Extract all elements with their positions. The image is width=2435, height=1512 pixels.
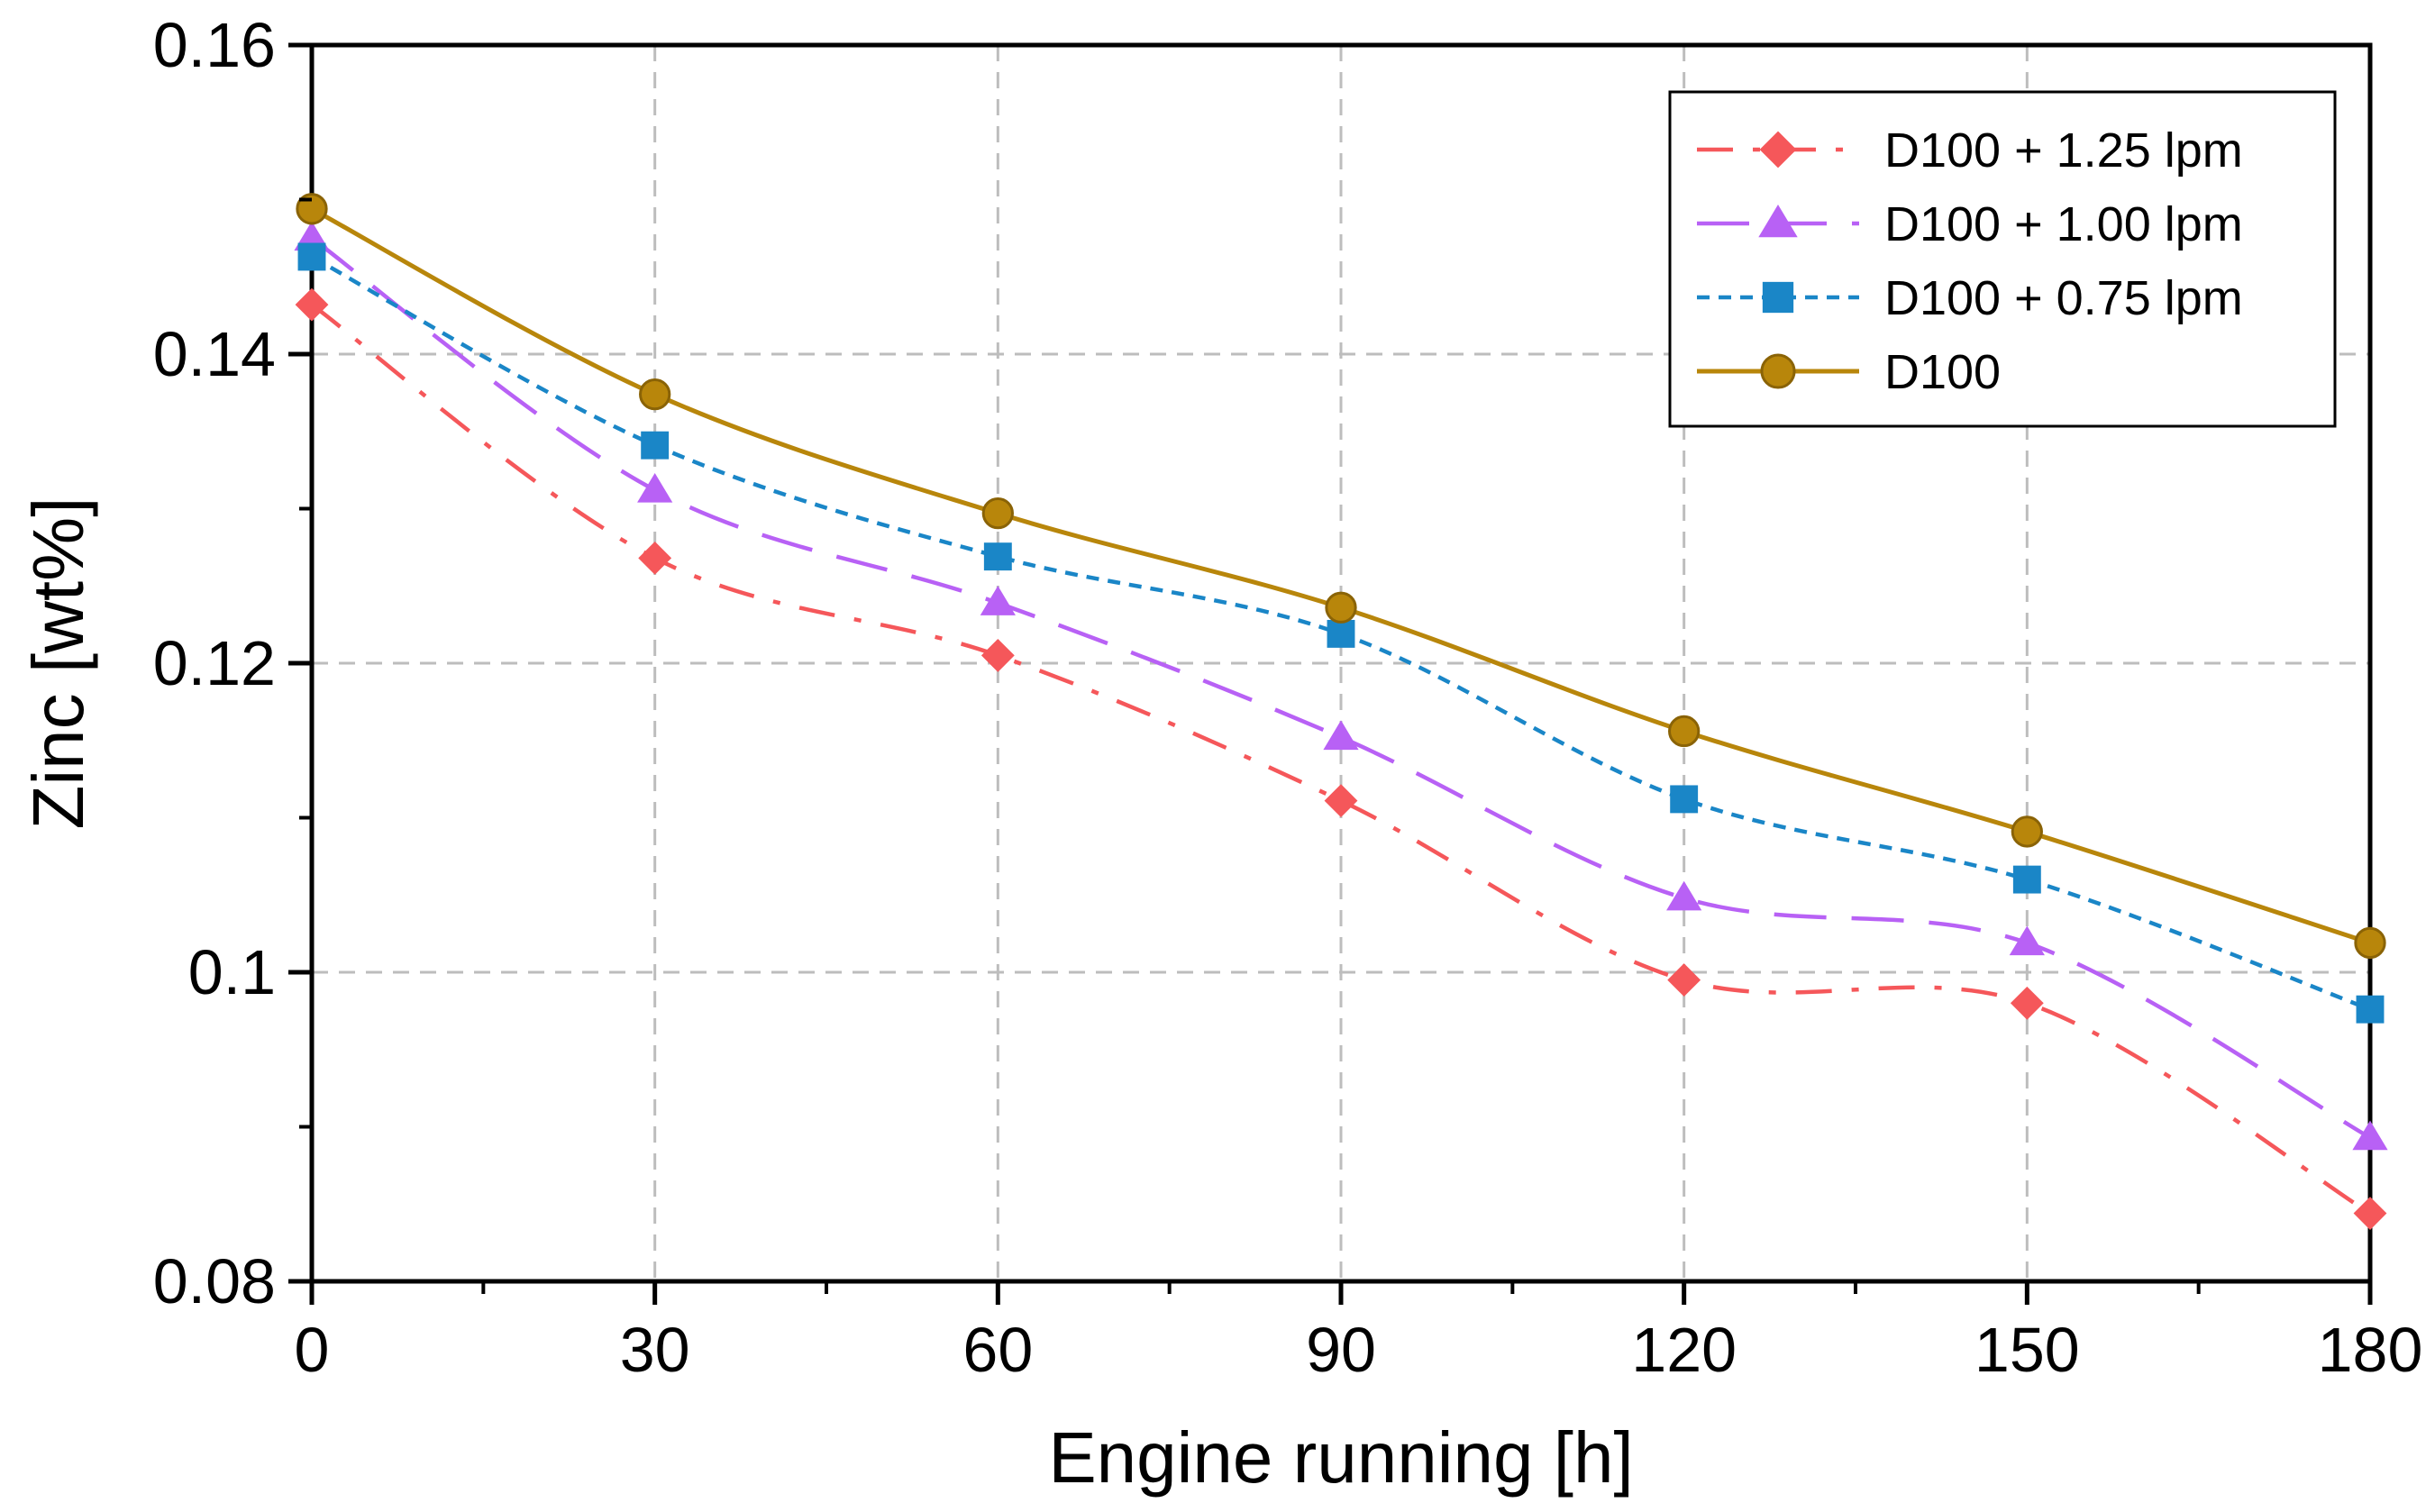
y-tick-label: 0.08 (153, 1246, 276, 1316)
data-point-s3-5 (2011, 815, 2043, 848)
data-point-s2-6 (2356, 995, 2385, 1024)
data-point-s0-0 (295, 287, 329, 322)
legend-marker-1 (1758, 205, 1798, 238)
data-point-s2-2 (983, 542, 1012, 571)
x-tick-label: 90 (1306, 1315, 1376, 1385)
data-point-s2-1 (641, 431, 670, 460)
legend-label-0: D100 + 1.25 lpm (1884, 123, 2243, 178)
x-tick-label: 120 (1631, 1315, 1737, 1385)
legend-marker-2 (1762, 281, 1794, 314)
data-point-s1-4 (1666, 880, 1702, 911)
x-axis-ticks: 0 30 60 90 120 150 180 (295, 1281, 2423, 1385)
data-point-s0-4 (1667, 963, 1701, 997)
y-tick-label: 0.1 (188, 937, 276, 1007)
data-point-s1-3 (1323, 720, 1359, 751)
data-point-s1-1 (637, 472, 673, 503)
data-point-s0-6 (2353, 1197, 2387, 1230)
x-axis-title: Engine running [h] (1048, 1417, 1633, 1498)
data-point-s0-5 (2010, 986, 2044, 1020)
data-point-s2-5 (2012, 865, 2041, 894)
x-tick-label: 180 (2318, 1315, 2423, 1385)
data-point-s2-0 (297, 242, 326, 271)
data-point-s1-5 (2009, 925, 2045, 956)
data-point-s3-2 (981, 496, 1014, 530)
data-point-s1-2 (980, 586, 1016, 615)
data-point-s0-2 (980, 639, 1015, 672)
data-point-s2-3 (1327, 619, 1355, 648)
data-point-s3-0 (296, 193, 328, 225)
legend-label-3: D100 (1884, 345, 2001, 399)
data-point-s0-3 (1324, 784, 1358, 818)
legend-marker-0 (1759, 131, 1797, 169)
data-point-s3-1 (639, 378, 671, 411)
x-tick-label: 60 (962, 1315, 1033, 1385)
data-point-s1-6 (2352, 1120, 2388, 1151)
y-axis-ticks: 0.08 0.1 0.12 0.14 0.16 (153, 10, 312, 1316)
x-tick-label: 150 (1974, 1315, 2080, 1385)
data-point-s3-4 (1668, 715, 1701, 748)
legend-label-1: D100 + 1.00 lpm (1884, 197, 2243, 251)
data-point-s0-1 (638, 541, 672, 575)
legend-marker-3 (1760, 353, 1796, 389)
legend: D100 + 1.25 lpm D100 + 1.00 lpm D100 + 0.7… (1668, 90, 2337, 428)
data-point-s3-6 (2354, 926, 2386, 960)
series-markers (294, 193, 2388, 1230)
y-tick-label: 0.12 (153, 628, 276, 698)
y-axis-title: Zinc [wt%] (18, 497, 98, 830)
data-point-s3-3 (1325, 591, 1357, 624)
legend-label-2: D100 + 0.75 lpm (1884, 271, 2243, 325)
x-tick-label: 30 (620, 1315, 690, 1385)
y-tick-label: 0.16 (153, 10, 276, 80)
y-tick-label: 0.14 (153, 319, 276, 389)
data-point-s2-4 (1670, 785, 1699, 814)
x-tick-label: 0 (295, 1315, 330, 1385)
